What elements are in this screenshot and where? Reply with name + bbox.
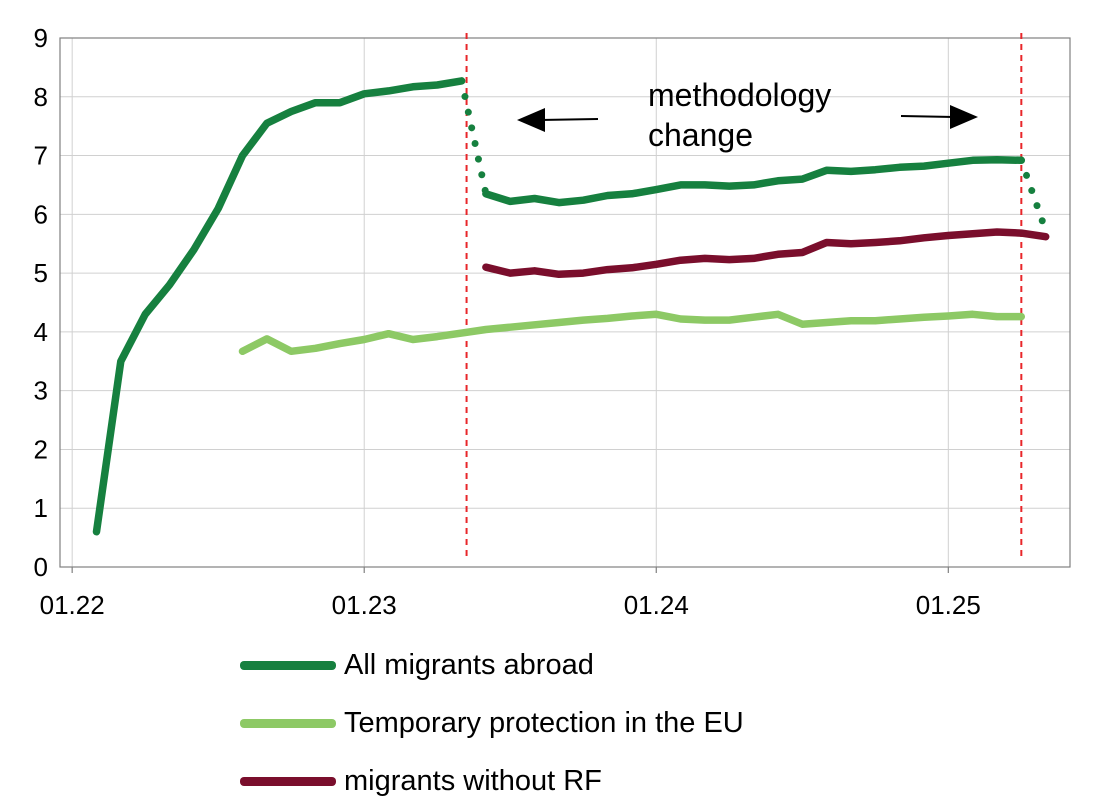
series-line: [482, 155, 1026, 207]
annotation-arrow-right-head: [950, 105, 978, 129]
y-tick-label: 8: [34, 82, 48, 112]
series-line-dotted: [1017, 156, 1050, 235]
legend-swatch: [240, 776, 336, 786]
annotation-arrow-left-head: [517, 108, 545, 132]
annotation-arrow-right-shaft: [900, 115, 955, 118]
legend-item: Temporary protection in the EU: [240, 694, 744, 752]
y-tick-label: 7: [34, 141, 48, 171]
y-tick-label: 2: [34, 434, 48, 464]
series-line: [482, 228, 1050, 279]
series-line: [92, 77, 466, 536]
y-tick-label: 4: [34, 317, 48, 347]
legend-item: All migrants abroad: [240, 636, 744, 694]
legend-swatch: [240, 660, 336, 670]
y-tick-label: 5: [34, 258, 48, 288]
x-tick-label: 01.25: [916, 590, 981, 620]
y-tick-label: 0: [34, 552, 48, 582]
series-line-dotted: [458, 77, 490, 198]
chart: 0 1 2 3 4 5 6 7 8 9 01.22 01.23 01.24 01.25 methodolog…: [34, 23, 1071, 620]
annotation-text: methodology: [648, 77, 831, 113]
x-tick-label: 01.22: [40, 590, 105, 620]
x-tick-label: 01.23: [332, 590, 397, 620]
annotation-arrow-left-shaft: [539, 118, 599, 121]
legend-item: migrants without RF: [240, 752, 744, 810]
legend-swatch: [240, 718, 336, 728]
y-tick-label: 9: [34, 23, 48, 53]
series-line: [238, 310, 1026, 356]
y-tick-label: 6: [34, 199, 48, 229]
plot-frame: [59, 37, 1071, 568]
y-tick-label: 3: [34, 376, 48, 406]
legend-label: Temporary protection in the EU: [344, 706, 744, 739]
legend-label: migrants without RF: [344, 764, 602, 797]
legend: All migrants abroad Temporary protection…: [240, 636, 744, 810]
annotation-text: change: [648, 117, 753, 153]
y-tick-label: 1: [34, 493, 48, 523]
legend-label: All migrants abroad: [344, 648, 594, 681]
x-tick-label: 01.24: [624, 590, 689, 620]
